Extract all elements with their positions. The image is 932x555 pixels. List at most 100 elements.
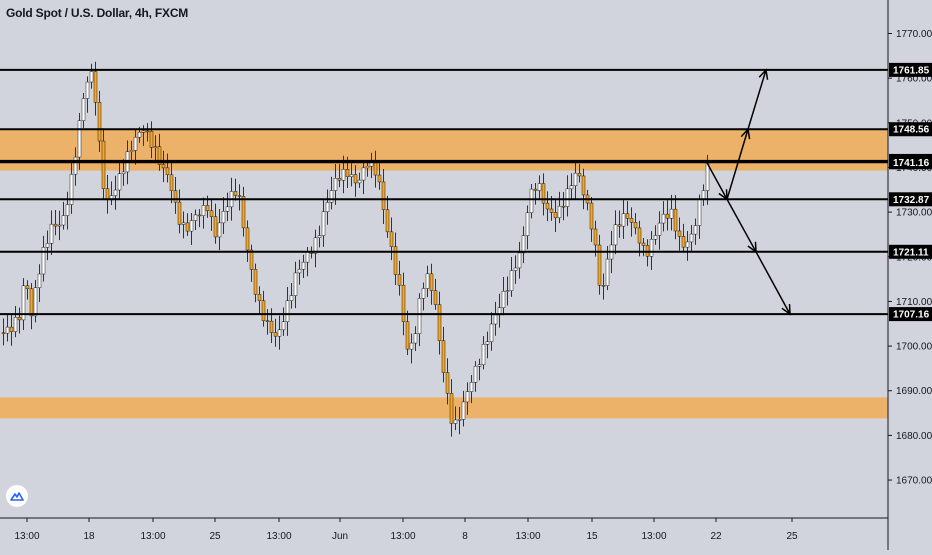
candle-down: [233, 191, 238, 196]
candle-down: [237, 195, 242, 197]
price-tick-label: 1680.00: [896, 431, 932, 442]
candle-down: [169, 174, 174, 191]
candle: [645, 239, 650, 267]
candle: [29, 283, 34, 330]
candle-up: [621, 213, 626, 227]
candle: [653, 225, 658, 245]
candle-down: [385, 209, 390, 233]
candle-up: [473, 366, 478, 383]
candle-down: [353, 174, 358, 184]
candle-down: [257, 293, 262, 301]
candle: [129, 140, 134, 160]
price-tick-label: 1700.00: [896, 342, 932, 353]
time-tick-label: 18: [83, 531, 95, 542]
candle: [21, 278, 26, 330]
candle-down: [249, 249, 254, 270]
candle-up: [133, 136, 138, 151]
candle-down: [157, 146, 162, 165]
candle: [597, 234, 602, 295]
time-tick-label: 13:00: [140, 531, 165, 542]
tradingview-cloud-icon[interactable]: [6, 485, 28, 507]
candle-down: [553, 212, 558, 219]
candle-down: [617, 224, 622, 227]
candle-up: [57, 224, 62, 227]
candle-down: [241, 196, 246, 229]
candle: [529, 184, 534, 219]
candle-down: [53, 223, 58, 227]
candle-up: [325, 202, 330, 212]
candle-up: [413, 333, 418, 344]
candle-up: [277, 329, 282, 337]
candle-up: [81, 98, 86, 121]
candle: [257, 286, 262, 315]
candle-up: [705, 162, 710, 191]
candle: [389, 217, 394, 261]
level-label: 1721.11: [893, 247, 929, 258]
projection-segment: [705, 160, 728, 200]
candle: [377, 163, 382, 190]
projection-arrowhead: [758, 68, 769, 80]
candle-down: [345, 169, 350, 177]
level-label: 1748.56: [893, 125, 930, 136]
candle-down: [269, 320, 274, 333]
candle-up: [501, 290, 506, 308]
candle-up: [293, 272, 298, 296]
candle: [173, 176, 178, 214]
candle: [161, 150, 166, 183]
candle-up: [573, 172, 578, 186]
candle-down: [677, 230, 682, 237]
candle-up: [521, 235, 526, 254]
candle: [181, 211, 186, 239]
candle: [441, 326, 446, 383]
candle: [385, 195, 390, 238]
candle-up: [45, 243, 50, 248]
time-tick-label: 22: [710, 531, 722, 542]
candle-up: [37, 273, 42, 288]
candle-up: [113, 189, 118, 196]
candle-up: [557, 205, 562, 219]
candle: [121, 159, 126, 186]
candle-up: [689, 233, 694, 243]
candle-up: [289, 295, 294, 301]
candle-down: [441, 340, 446, 373]
candle-up: [153, 146, 158, 148]
candle: [333, 164, 338, 205]
candle-up: [509, 270, 514, 291]
candle: [689, 224, 694, 253]
candle-up: [329, 190, 334, 203]
candle-down: [401, 284, 406, 322]
candle-up: [313, 237, 318, 254]
candle: [357, 172, 362, 188]
candle-up: [129, 150, 134, 153]
candle: [685, 230, 690, 261]
candle-down: [209, 210, 214, 217]
candle: [101, 128, 106, 199]
candle-up: [357, 179, 362, 184]
candle-up: [41, 247, 46, 275]
candle: [697, 194, 702, 239]
candle-up: [453, 419, 458, 424]
candle: [197, 209, 202, 228]
candle: [65, 191, 70, 230]
candle-down: [9, 326, 14, 332]
candle: [629, 207, 634, 237]
candle-down: [429, 273, 434, 291]
level-label-box: [889, 307, 932, 322]
candle: [201, 197, 206, 229]
candle-up: [517, 252, 522, 269]
candle: [225, 192, 230, 222]
level-labels: 1761.851748.561741.461741.161732.871721.…: [889, 62, 932, 322]
candle: [669, 194, 674, 231]
time-tick-label: 25: [209, 531, 221, 542]
candle-up: [669, 208, 674, 219]
candle-down: [253, 269, 258, 295]
candle: [617, 210, 622, 238]
candle-up: [73, 156, 78, 175]
candle: [429, 263, 434, 305]
candle-down: [581, 175, 586, 196]
candle: [541, 173, 546, 216]
candle-up: [13, 317, 18, 332]
candle: [485, 331, 490, 359]
